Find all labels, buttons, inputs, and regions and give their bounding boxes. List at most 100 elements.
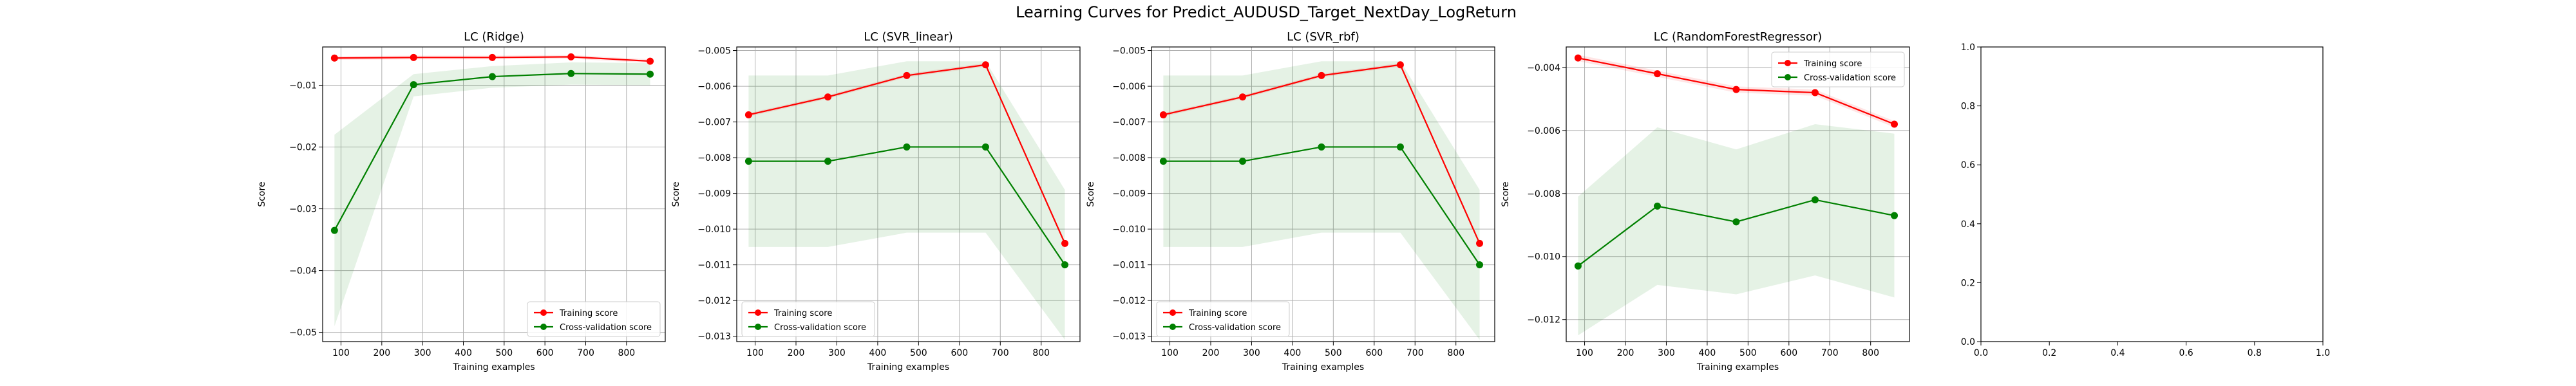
y-tick-label: 0.2 [1961, 278, 1975, 288]
x-tick-label: 400 [869, 348, 887, 358]
x-tick-label: 200 [1202, 348, 1220, 358]
legend-label: Training score [1188, 309, 1247, 318]
legend-label: Training score [1803, 59, 1862, 69]
data-point [903, 143, 911, 151]
y-tick-label: −0.013 [1112, 332, 1146, 342]
x-tick-label: 100 [1576, 348, 1593, 358]
legend-marker [1170, 324, 1176, 330]
x-tick-label: 700 [1821, 348, 1839, 358]
data-point [1891, 120, 1899, 128]
legend-box [1156, 301, 1290, 337]
legend-label: Training score [559, 309, 618, 318]
y-tick-label: −0.006 [697, 82, 731, 92]
axes-frame [1151, 46, 1495, 342]
data-point [981, 61, 989, 69]
x-tick-label: 200 [1617, 348, 1634, 358]
x-tick-label: 0.0 [1974, 348, 1988, 358]
legend-label: Training score [773, 309, 832, 318]
y-tick-label: −0.005 [1112, 46, 1146, 57]
x-tick-label: 700 [577, 348, 594, 358]
y-tick-label: −0.006 [1527, 126, 1560, 136]
legend-marker [540, 324, 547, 330]
data-point [1732, 218, 1740, 226]
y-tick-label: −0.004 [1527, 63, 1560, 73]
y-tick-label: 1.0 [1961, 42, 1975, 53]
x-tick-label: 100 [332, 348, 350, 358]
x-tick-label: 800 [1032, 348, 1050, 358]
legend-label: Cross-validation score [560, 323, 652, 333]
x-tick-label: 500 [1325, 348, 1342, 358]
figure-title: Learning Curves for Predict_AUDUSD_Targe… [1016, 3, 1517, 21]
y-tick-label: −0.011 [697, 261, 731, 271]
x-tick-label: 500 [1739, 348, 1757, 358]
y-tick-label: −0.008 [697, 153, 731, 163]
x-tick-label: 1.0 [2316, 348, 2330, 358]
x-tick-label: 500 [495, 348, 513, 358]
y-tick-label: −0.007 [697, 118, 731, 128]
y-tick-label: −0.005 [697, 46, 731, 57]
y-tick-label: −0.010 [1527, 252, 1560, 262]
y-tick-label: −0.010 [697, 225, 731, 235]
x-tick-label: 300 [414, 348, 431, 358]
data-point [1811, 89, 1819, 96]
x-tick-label: 300 [1243, 348, 1260, 358]
y-tick-label: −0.01 [289, 81, 317, 91]
y-tick-label: 0.4 [1961, 219, 1975, 230]
data-point [1653, 202, 1661, 210]
data-point [410, 81, 417, 89]
data-point [1811, 196, 1819, 204]
y-axis-label: Score [257, 181, 267, 207]
x-tick-label: 600 [1780, 348, 1797, 358]
legend: Training score Cross-validation score [741, 301, 875, 337]
data-point [1476, 239, 1484, 247]
legend-marker [540, 309, 547, 316]
data-point [410, 53, 417, 61]
x-tick-label: 400 [1699, 348, 1716, 358]
axes-frame [736, 46, 1081, 342]
x-tick-label: 800 [1447, 348, 1464, 358]
x-axis-label: Training examples [1696, 362, 1779, 372]
legend-marker [755, 324, 761, 330]
x-axis-label: Training examples [452, 362, 535, 372]
legend-marker [1170, 309, 1176, 316]
legend-marker [755, 309, 761, 316]
legend: Training score Cross-validation score [1771, 51, 1905, 87]
legend-box [1771, 51, 1905, 87]
panel-title: LC (RandomForestRegressor) [1654, 30, 1823, 44]
x-axis-label: Training examples [867, 362, 949, 372]
y-axis-label: Score [1086, 181, 1096, 207]
data-point [744, 158, 752, 165]
legend-marker [1785, 60, 1791, 66]
data-point [903, 71, 911, 79]
x-tick-label: 700 [992, 348, 1009, 358]
y-tick-label: −0.02 [289, 143, 317, 153]
data-point [330, 226, 338, 234]
y-tick-label: 0.6 [1961, 160, 1975, 170]
x-tick-label: 0.8 [2248, 348, 2262, 358]
data-point [1574, 54, 1582, 62]
panel-title: LC (SVR_rbf) [1287, 30, 1359, 44]
y-tick-label: −0.008 [1112, 153, 1146, 163]
x-tick-label: 300 [828, 348, 846, 358]
legend: Training score Cross-validation score [527, 301, 661, 337]
confidence-band-cv [1163, 61, 1480, 340]
x-tick-label: 200 [788, 348, 805, 358]
data-point [1318, 71, 1325, 79]
data-point [824, 93, 831, 101]
x-tick-label: 0.2 [2042, 348, 2056, 358]
legend-label: Cross-validation score [774, 323, 866, 333]
y-tick-label: −0.012 [697, 296, 731, 306]
data-point [981, 143, 989, 151]
y-tick-label: −0.008 [1527, 189, 1560, 199]
data-point [1732, 86, 1740, 93]
data-point [1574, 262, 1582, 270]
data-point [1238, 158, 1246, 165]
y-tick-label: −0.007 [1112, 118, 1146, 128]
y-axis-label: Score [671, 181, 681, 207]
x-tick-label: 600 [536, 348, 554, 358]
legend-marker [1785, 74, 1791, 80]
data-point [1061, 239, 1069, 247]
confidence-band-cv [1578, 124, 1895, 336]
chart-panel-1: 100 200 300 400 500 600 700 800 −0.05 −0.04 −0.03 −… [257, 30, 666, 372]
